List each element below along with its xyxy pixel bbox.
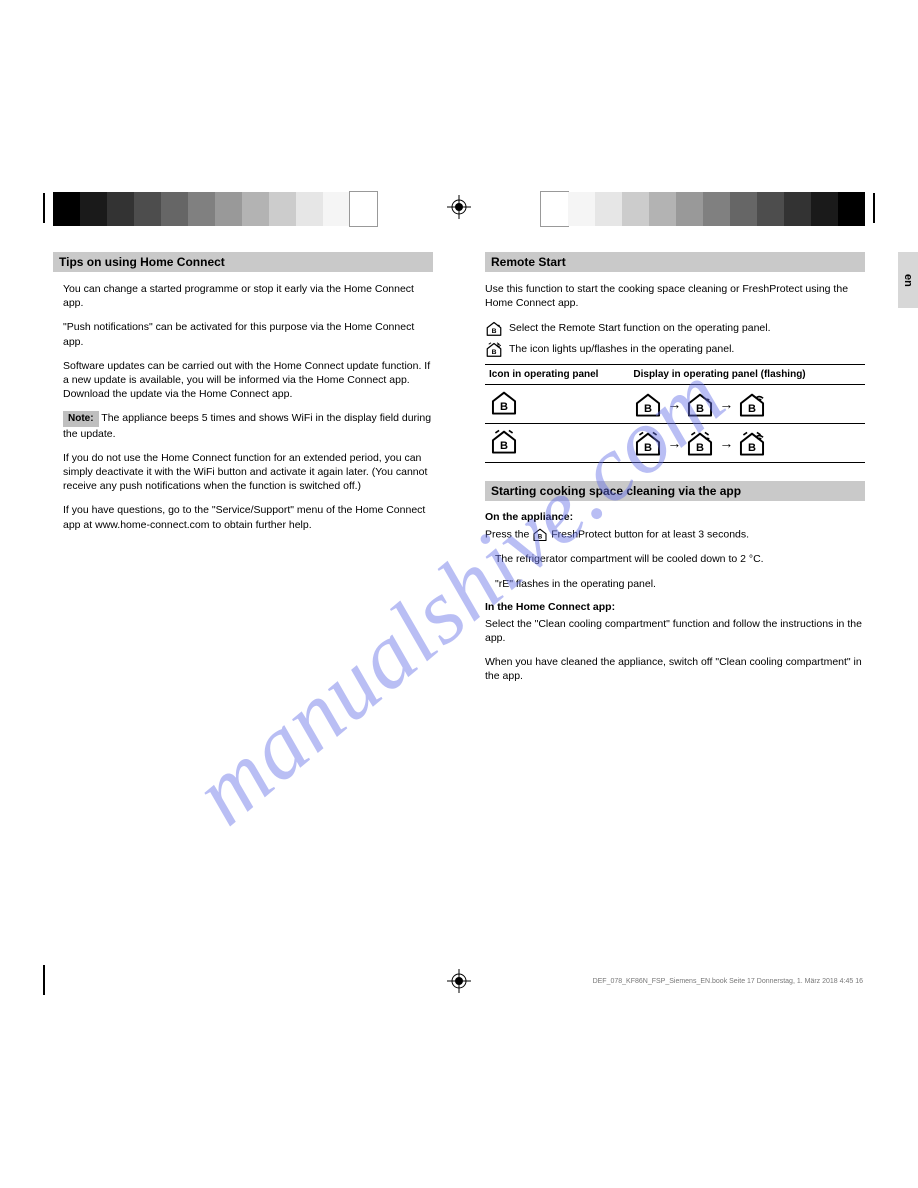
arrow-icon: →	[719, 436, 733, 450]
house-plain-icon	[489, 389, 519, 416]
page-content: Tips on using Home Connect You can chang…	[53, 252, 865, 693]
color-swatch	[541, 192, 568, 226]
left-column: Tips on using Home Connect You can chang…	[53, 252, 433, 693]
color-swatch	[215, 192, 242, 226]
body-para: The refrigerator compartment will be coo…	[495, 552, 865, 566]
note-block: Note: The appliance beeps 5 times and sh…	[63, 411, 433, 441]
table-row: → →	[485, 385, 865, 424]
house-wifi-full-icon	[737, 391, 767, 418]
footer-stamp: DEF_078_KF86N_FSP_Siemens_EN.book Seite …	[593, 978, 863, 986]
house-wifi-blink-icon	[485, 341, 503, 358]
subheading: On the appliance:	[485, 511, 865, 523]
color-swatch	[757, 192, 784, 226]
registration-mark-icon	[447, 195, 471, 219]
swatch-row-left	[53, 192, 377, 226]
color-swatch	[107, 192, 134, 226]
color-swatch	[811, 192, 838, 226]
body-para: "rE" flashes in the operating panel.	[495, 577, 865, 591]
house-wifi-blink-icon	[685, 430, 715, 457]
house-plain-icon	[633, 391, 663, 418]
color-swatch	[350, 192, 377, 226]
house-roofdash-icon	[489, 428, 519, 455]
color-swatch	[242, 192, 269, 226]
table-header: Icon in operating panel	[485, 365, 629, 385]
color-swatch	[622, 192, 649, 226]
body-para: Use this function to start the cooking s…	[485, 282, 865, 310]
table-row: → →	[485, 424, 865, 463]
body-para: Software updates can be carried out with…	[63, 359, 433, 402]
icon-sequence: → →	[633, 430, 861, 457]
section-heading: Starting cooking space cleaning via the …	[485, 481, 865, 501]
icon-table: Icon in operating panel Display in opera…	[485, 364, 865, 463]
crop-tick	[43, 965, 45, 995]
body-para: If you do not use the Home Connect funct…	[63, 451, 433, 494]
color-swatch	[323, 192, 350, 226]
arrow-icon: →	[719, 397, 733, 411]
color-swatch	[568, 192, 595, 226]
note-text: The appliance beeps 5 times and shows Wi…	[63, 412, 431, 440]
language-tab: en	[898, 252, 918, 308]
note-badge: Note:	[63, 411, 99, 427]
icon-step-text: The icon lights up/flashes in the operat…	[509, 343, 734, 357]
color-swatch	[188, 192, 215, 226]
color-swatch	[838, 192, 865, 226]
color-swatch	[134, 192, 161, 226]
color-swatch	[703, 192, 730, 226]
house-wifi-full-icon	[737, 430, 767, 457]
subheading: In the Home Connect app:	[485, 601, 865, 613]
icon-step-text: Select the Remote Start function on the …	[509, 322, 771, 336]
color-swatch	[676, 192, 703, 226]
registration-mark-icon	[447, 969, 471, 993]
crop-tick	[873, 193, 875, 223]
color-swatch	[730, 192, 757, 226]
body-para: "Push notifications" can be activated fo…	[63, 320, 433, 348]
arrow-icon: →	[667, 397, 681, 411]
right-column: Remote Start Use this function to start …	[485, 252, 865, 693]
section-heading: Remote Start	[485, 252, 865, 272]
house-freshprotect-icon	[532, 527, 548, 542]
house-wifi-icon	[485, 320, 503, 337]
house-roofdash-icon	[633, 430, 663, 457]
icon-step: Select the Remote Start function on the …	[485, 320, 865, 337]
body-para: Select the "Clean cooling compartment" f…	[485, 617, 865, 645]
table-header: Display in operating panel (flashing)	[629, 365, 865, 385]
color-swatch	[649, 192, 676, 226]
swatch-row-right	[541, 192, 865, 226]
step-with-icon: Press the FreshProtect button for at lea…	[485, 527, 865, 542]
color-swatch	[80, 192, 107, 226]
section-heading: Tips on using Home Connect	[53, 252, 433, 272]
icon-sequence: → →	[633, 391, 861, 418]
color-swatch	[53, 192, 80, 226]
color-swatch	[269, 192, 296, 226]
color-swatch	[296, 192, 323, 226]
house-wifi-half-icon	[685, 391, 715, 418]
body-para: If you have questions, go to the "Servic…	[63, 503, 433, 531]
color-swatch	[161, 192, 188, 226]
color-swatch	[784, 192, 811, 226]
color-swatch	[595, 192, 622, 226]
icon-step: The icon lights up/flashes in the operat…	[485, 341, 865, 358]
arrow-icon: →	[667, 436, 681, 450]
body-para: When you have cleaned the appliance, swi…	[485, 655, 865, 683]
body-para: You can change a started programme or st…	[63, 282, 433, 310]
crop-tick	[43, 193, 45, 223]
